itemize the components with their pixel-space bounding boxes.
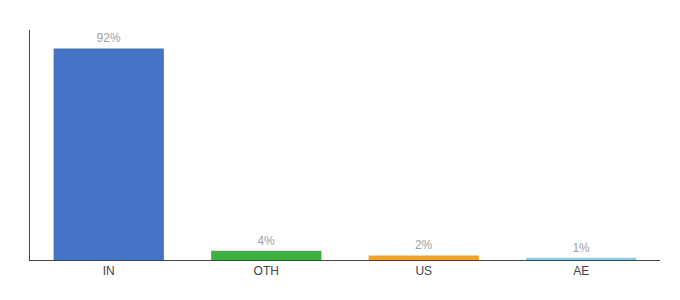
svg-text:OTH: OTH — [254, 264, 279, 278]
svg-text:US: US — [415, 264, 432, 278]
svg-text:4%: 4% — [257, 234, 275, 248]
svg-text:1%: 1% — [572, 241, 590, 255]
svg-text:92%: 92% — [97, 31, 121, 45]
svg-text:2%: 2% — [415, 238, 433, 252]
svg-text:IN: IN — [103, 264, 115, 278]
svg-text:AE: AE — [573, 264, 589, 278]
